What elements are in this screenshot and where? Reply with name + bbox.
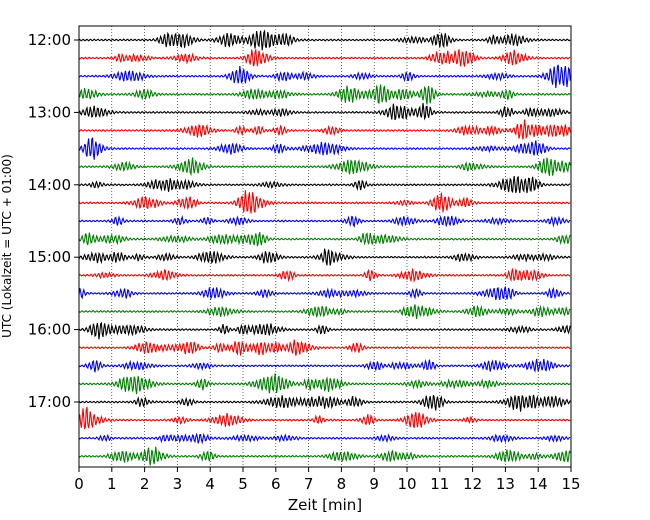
seismogram-trace-1515 <box>78 268 571 284</box>
x-axis-title: Zeit [min] <box>288 496 362 514</box>
seismogram-trace-1345 <box>78 157 571 177</box>
seismogram-trace-1500 <box>78 248 571 266</box>
plot-frame <box>78 25 572 468</box>
y-tick-label-1200: 12:00 <box>28 31 71 49</box>
x-tick-label-13: 13 <box>496 475 515 493</box>
seismogram-trace-1245 <box>78 84 571 105</box>
seismogram-trace-1215 <box>78 49 571 67</box>
x-tick-label-3: 3 <box>173 475 183 493</box>
seismogram-trace-1430 <box>78 215 571 228</box>
y-axis-title: UTC (Lokalzeit = UTC + 01:00) <box>0 154 14 338</box>
y-tick-label-1700: 17:00 <box>28 393 71 411</box>
seismogram-trace-1700 <box>78 394 571 412</box>
y-tick-label-1400: 14:00 <box>28 176 71 194</box>
x-tick-label-5: 5 <box>238 475 248 493</box>
seismogram-trace-1600 <box>78 321 571 340</box>
y-tick-label-1600: 16:00 <box>28 321 71 339</box>
seismogram-trace-1315 <box>78 119 571 140</box>
seismogram-traces <box>78 29 571 466</box>
seismogram-trace-1615 <box>78 339 571 356</box>
x-tick-label-15: 15 <box>561 475 580 493</box>
x-tick-label-8: 8 <box>337 475 347 493</box>
seismogram-trace-1200 <box>78 29 571 51</box>
y-tick-label-1500: 15:00 <box>28 248 71 266</box>
seismogram-trace-1630 <box>78 358 571 373</box>
x-tick-label-1: 1 <box>107 475 117 493</box>
seismogram-trace-1645 <box>78 373 571 395</box>
seismogram-trace-1445 <box>78 232 571 247</box>
seismogram-trace-1530 <box>78 286 571 301</box>
seismogram-trace-1230 <box>78 64 571 89</box>
x-tick-label-9: 9 <box>369 475 379 493</box>
seismogram-trace-1415 <box>78 190 571 214</box>
seismogram-trace-1730 <box>78 432 571 445</box>
seismogram-trace-1400 <box>78 175 571 194</box>
x-tick-label-7: 7 <box>304 475 314 493</box>
x-tick-label-10: 10 <box>397 475 416 493</box>
seismogram-trace-1545 <box>78 304 571 319</box>
x-tick-label-4: 4 <box>205 475 215 493</box>
x-tick-label-14: 14 <box>529 475 548 493</box>
y-tick-label-1300: 13:00 <box>28 103 71 121</box>
seismogram-trace-1300 <box>78 102 571 121</box>
x-tick-label-0: 0 <box>74 475 84 493</box>
x-axis-ticks: 0 1 2 3 4 5 6 7 8 9 10 11 12 13 14 15 <box>74 467 581 493</box>
y-axis-ticks: 12:00 13:00 14:00 15:00 16:00 17:00 <box>28 31 79 411</box>
x-tick-label-2: 2 <box>140 475 150 493</box>
seismogram-trace-1330 <box>78 137 571 160</box>
x-tick-label-11: 11 <box>430 475 449 493</box>
x-tick-label-6: 6 <box>271 475 281 493</box>
seismogram-trace-1745 <box>78 446 571 466</box>
x-tick-label-12: 12 <box>463 475 482 493</box>
seismogram-trace-1715 <box>78 406 571 430</box>
